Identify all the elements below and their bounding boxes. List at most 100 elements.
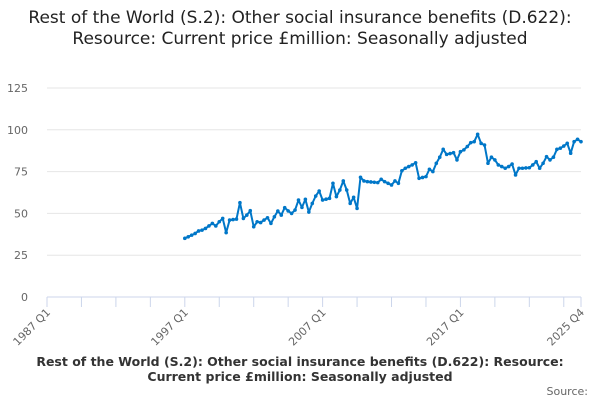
data-point[interactable] <box>555 147 559 152</box>
data-point[interactable] <box>389 183 394 187</box>
data-point[interactable] <box>358 175 363 180</box>
data-point[interactable] <box>386 181 390 186</box>
data-point[interactable] <box>431 169 435 174</box>
data-point[interactable] <box>310 201 315 206</box>
data-point[interactable] <box>541 161 545 166</box>
data-point[interactable] <box>348 201 352 206</box>
data-point[interactable] <box>207 224 211 228</box>
data-point[interactable] <box>327 196 332 201</box>
data-point[interactable] <box>372 180 377 185</box>
data-point[interactable] <box>331 181 335 186</box>
data-point[interactable] <box>475 132 480 137</box>
data-point[interactable] <box>441 147 445 152</box>
data-point[interactable] <box>427 167 432 172</box>
data-point[interactable] <box>472 139 477 144</box>
data-point[interactable] <box>544 154 549 159</box>
data-point[interactable] <box>413 160 418 165</box>
data-point[interactable] <box>193 231 197 236</box>
data-point[interactable] <box>338 188 342 192</box>
data-point[interactable] <box>396 181 401 186</box>
data-point[interactable] <box>499 164 504 169</box>
data-point[interactable] <box>513 173 518 177</box>
data-point[interactable] <box>561 144 566 148</box>
data-point[interactable] <box>503 166 508 171</box>
data-point[interactable] <box>251 224 256 229</box>
data-point[interactable] <box>324 197 328 201</box>
data-point[interactable] <box>489 155 494 160</box>
data-point[interactable] <box>231 217 235 222</box>
data-point[interactable] <box>496 163 501 167</box>
data-point[interactable] <box>293 208 297 212</box>
data-point[interactable] <box>379 177 383 182</box>
data-point[interactable] <box>420 175 425 180</box>
data-point[interactable] <box>486 161 490 166</box>
data-point[interactable] <box>196 229 201 233</box>
data-point[interactable] <box>375 180 380 185</box>
data-point[interactable] <box>548 158 552 162</box>
data-point[interactable] <box>296 198 301 202</box>
data-point[interactable] <box>265 215 270 220</box>
data-point[interactable] <box>458 149 463 154</box>
data-point[interactable] <box>307 210 311 214</box>
data-point[interactable] <box>320 198 325 202</box>
data-point[interactable] <box>272 214 277 219</box>
data-point[interactable] <box>444 152 449 157</box>
data-point[interactable] <box>227 218 232 222</box>
data-point[interactable] <box>234 217 239 221</box>
data-point[interactable] <box>341 179 346 183</box>
data-point[interactable] <box>210 221 215 226</box>
data-point[interactable] <box>410 163 414 167</box>
data-point[interactable] <box>186 235 191 239</box>
data-point[interactable] <box>534 159 539 164</box>
data-point[interactable] <box>303 197 308 202</box>
data-point[interactable] <box>575 137 580 142</box>
data-point[interactable] <box>286 209 290 213</box>
data-point[interactable] <box>189 233 194 237</box>
data-point[interactable] <box>462 148 466 152</box>
data-point[interactable] <box>572 139 576 144</box>
data-point[interactable] <box>351 195 356 200</box>
data-point[interactable] <box>565 141 570 146</box>
data-point[interactable] <box>317 189 321 193</box>
data-point[interactable] <box>465 144 470 149</box>
data-point[interactable] <box>579 139 583 144</box>
data-point[interactable] <box>279 213 284 217</box>
data-point[interactable] <box>451 150 456 155</box>
data-point[interactable] <box>406 164 411 169</box>
data-point[interactable] <box>524 166 528 170</box>
data-point[interactable] <box>482 143 487 147</box>
data-point[interactable] <box>369 180 373 184</box>
data-point[interactable] <box>493 158 497 162</box>
data-point[interactable] <box>300 205 304 210</box>
data-point[interactable] <box>393 179 397 183</box>
data-point[interactable] <box>224 230 228 235</box>
data-point[interactable] <box>455 158 459 162</box>
data-point[interactable] <box>276 209 280 213</box>
data-point[interactable] <box>255 219 259 224</box>
data-point[interactable] <box>479 141 483 146</box>
data-point[interactable] <box>200 228 204 232</box>
data-point[interactable] <box>217 219 222 224</box>
data-point[interactable] <box>282 205 287 210</box>
data-point[interactable] <box>527 165 532 170</box>
data-point[interactable] <box>551 155 556 160</box>
data-point[interactable] <box>214 224 218 228</box>
data-point[interactable] <box>183 236 187 241</box>
data-point[interactable] <box>313 194 318 198</box>
data-point[interactable] <box>403 166 408 171</box>
data-point[interactable] <box>344 188 349 192</box>
data-point[interactable] <box>262 218 266 222</box>
data-point[interactable] <box>365 179 370 184</box>
data-point[interactable] <box>248 208 253 213</box>
data-point[interactable] <box>530 163 535 167</box>
data-point[interactable] <box>424 174 428 179</box>
data-point[interactable] <box>558 146 563 150</box>
data-point[interactable] <box>241 216 246 221</box>
data-point[interactable] <box>434 161 439 166</box>
data-point[interactable] <box>269 221 273 226</box>
data-point[interactable] <box>537 166 542 171</box>
data-point[interactable] <box>245 213 249 217</box>
data-point[interactable] <box>448 151 452 156</box>
data-point[interactable] <box>362 179 366 183</box>
data-point[interactable] <box>203 226 208 231</box>
